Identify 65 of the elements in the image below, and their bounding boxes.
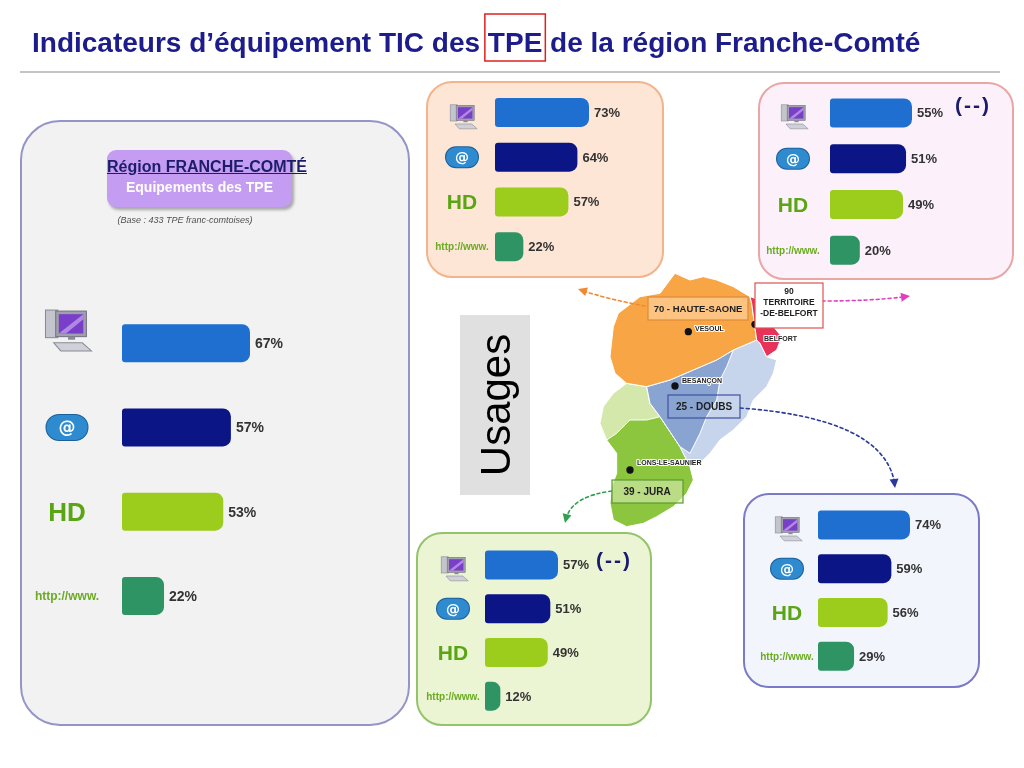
data-label: 29% xyxy=(859,648,886,664)
bar xyxy=(122,408,231,447)
data-label: 67% xyxy=(255,335,284,352)
y-tick-label: @ xyxy=(455,149,469,166)
y-tick-label: http://www. xyxy=(426,690,480,702)
data-label: 49% xyxy=(552,644,580,660)
data-label: 74% xyxy=(915,517,942,533)
bar xyxy=(495,232,524,262)
text: 25 - DOUBS xyxy=(675,401,733,412)
data-label: 57% xyxy=(235,419,265,436)
data-label: 59% xyxy=(896,561,923,577)
chart-subtitle: Equipements des TPE xyxy=(124,179,274,195)
y-tick-label: @ xyxy=(786,150,800,167)
y-tick-label: http://www. xyxy=(435,241,489,253)
data-label: 55% xyxy=(917,105,944,121)
data-label: 12% xyxy=(505,688,532,704)
bar xyxy=(818,641,855,671)
data-label: 53% xyxy=(228,503,257,520)
bar xyxy=(495,187,569,217)
bar xyxy=(818,554,892,584)
bar xyxy=(485,594,551,624)
bar xyxy=(830,189,904,219)
data-label: 22% xyxy=(528,239,555,255)
y-tick-label: HD xyxy=(437,640,469,664)
y-tick-label: HD xyxy=(446,190,478,214)
bar xyxy=(830,98,912,128)
y-tick-label: @ xyxy=(58,417,76,438)
data-label: 49% xyxy=(908,196,935,212)
data-label: 64% xyxy=(582,149,609,165)
bar xyxy=(122,324,250,363)
data-label: 57% xyxy=(573,194,600,210)
bar xyxy=(122,576,165,615)
text: (--) xyxy=(596,548,632,572)
text: (Base : 433 TPE franc-comtoises) xyxy=(117,215,253,225)
bar xyxy=(818,510,910,540)
bar xyxy=(495,97,589,127)
bar xyxy=(830,235,860,265)
text: Indicateurs d’équipement TIC des TPE de la région Franche-Comté xyxy=(32,27,921,58)
bar xyxy=(485,637,548,667)
y-tick-label: HD xyxy=(771,600,803,624)
y-tick-label: HD xyxy=(48,496,86,527)
y-tick-label: @ xyxy=(446,600,460,617)
bar xyxy=(122,492,224,531)
y-tick-label: @ xyxy=(780,560,794,577)
data-label: 56% xyxy=(892,604,920,620)
y-tick-label: HD xyxy=(777,192,809,216)
bar xyxy=(818,597,888,627)
bar xyxy=(485,550,558,580)
data-label: 73% xyxy=(594,104,621,120)
y-tick-label: http://www. xyxy=(34,588,100,603)
text: 90 TERRITOIRE -DE-BELFORT xyxy=(760,286,819,318)
data-label: 57% xyxy=(563,557,590,573)
text: Usages xyxy=(471,333,519,477)
bar xyxy=(830,144,907,174)
data-label: 51% xyxy=(555,601,582,617)
data-label: 22% xyxy=(169,587,198,604)
data-label: 20% xyxy=(864,242,892,258)
text: 39 - JURA xyxy=(623,486,671,497)
text: (--) xyxy=(955,93,991,117)
bar xyxy=(495,142,578,172)
y-tick-label: http://www. xyxy=(760,650,814,662)
y-tick-label: http://www. xyxy=(766,244,820,256)
text: 70 - HAUTE-SAONE xyxy=(653,303,743,314)
data-label: 51% xyxy=(911,151,938,167)
chart-title: Région FRANCHE-COMTÉ xyxy=(107,158,307,176)
